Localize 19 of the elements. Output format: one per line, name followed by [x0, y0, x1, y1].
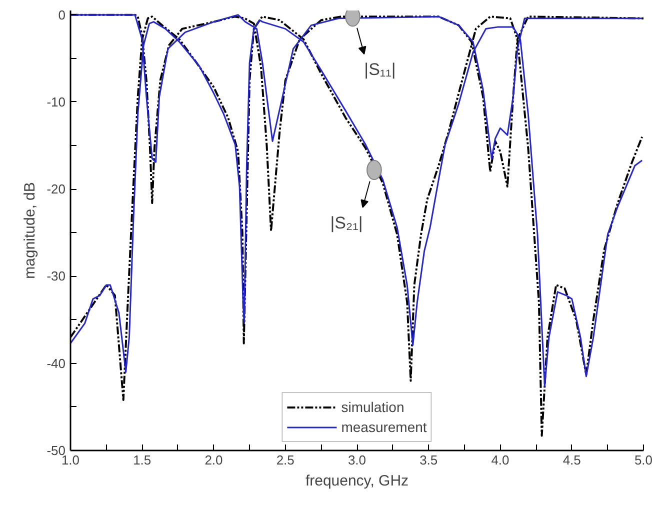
- legend-label: measurement: [341, 419, 427, 435]
- x-tick-label: 3.5: [420, 452, 438, 468]
- y-tick-label: -40: [46, 356, 66, 371]
- annotation: |S₁₁|: [364, 60, 396, 80]
- y-axis-title: magnitude, dB: [22, 182, 39, 279]
- x-tick-label: 3.0: [348, 452, 366, 468]
- x-tick-label: 1.5: [133, 452, 152, 468]
- x-tick-label: 5.0: [634, 452, 653, 468]
- y-tick-label: -20: [46, 182, 66, 197]
- y-tick-label: -10: [46, 94, 66, 110]
- x-tick-label: 4.5: [562, 452, 581, 468]
- y-tick-label: -30: [46, 268, 66, 284]
- x-axis-title: frequency, GHz: [305, 472, 409, 490]
- legend-label: simulation: [341, 399, 404, 415]
- y-tick-label: 0: [58, 7, 66, 22]
- x-tick-label: 2.5: [276, 452, 294, 468]
- annotation: |S₂₁|: [330, 214, 363, 233]
- x-tick-label: 2.0: [204, 452, 223, 468]
- x-tick-label: 4.0: [491, 452, 510, 468]
